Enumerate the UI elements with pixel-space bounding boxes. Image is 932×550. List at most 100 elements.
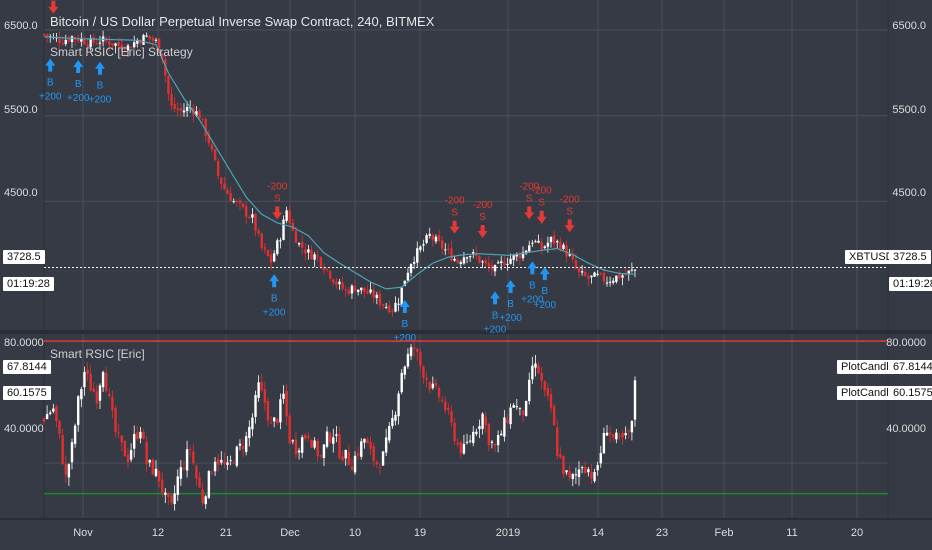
rsi-candle-body <box>543 381 546 391</box>
sell-amount: -200 <box>473 200 493 211</box>
rsi-candle-body <box>577 469 581 477</box>
current-price-badge-right: 3728.5 <box>889 250 931 264</box>
candle-body <box>182 110 186 113</box>
strategy-label[interactable]: Smart RSIC [Eric] Strategy <box>50 45 193 59</box>
candle-body <box>185 107 189 111</box>
rsi-candle-body <box>195 466 198 479</box>
rsi-candle-body <box>462 443 466 454</box>
candle-body <box>344 289 347 291</box>
rsi-candle-body <box>223 461 226 464</box>
candle-body <box>416 248 419 263</box>
candle-body <box>487 262 491 267</box>
candle-body <box>347 290 351 295</box>
rsi-candle-body <box>478 426 481 430</box>
candle-body <box>593 272 596 277</box>
rsi-candle-body <box>251 417 254 430</box>
candle-body <box>552 235 556 244</box>
candle-body <box>375 294 379 299</box>
rsi-candle-body <box>344 449 347 459</box>
rsi-candle-body <box>378 467 382 469</box>
candle-body <box>512 254 515 261</box>
candle-body <box>260 233 263 248</box>
rsi-candle-body <box>61 435 64 465</box>
candle-body <box>98 42 102 44</box>
candle-body <box>453 258 456 261</box>
rsi-candle-body <box>571 474 574 480</box>
indicator-label[interactable]: Smart RSIC [Eric] <box>50 347 145 361</box>
candle-body <box>282 219 285 240</box>
sell-label: S <box>479 212 486 223</box>
candle-body <box>108 41 111 45</box>
rsi-candle-body <box>440 399 444 401</box>
rsi-candle-body <box>531 365 534 380</box>
moving-average-line <box>43 36 636 290</box>
rsi-candle-body <box>313 440 316 448</box>
rsi-candle-body <box>108 394 111 397</box>
candle-body <box>440 240 444 249</box>
rsi-candle-body <box>633 380 637 420</box>
candle-body <box>384 306 388 308</box>
rsi-candle-body <box>584 466 587 474</box>
candle-body <box>580 271 584 273</box>
candle-body <box>136 40 139 44</box>
candle-body <box>89 38 92 47</box>
buy-amount: +200 <box>534 300 557 311</box>
candle-body <box>409 263 413 273</box>
candle-body <box>332 279 335 283</box>
candle-body <box>571 254 574 260</box>
candle-body <box>431 234 435 240</box>
buy-label: B <box>507 299 514 310</box>
countdown-badge-left: 01:19:28 <box>3 277 54 291</box>
buy-arrow-icon <box>94 61 105 75</box>
candle-body <box>369 289 372 293</box>
rsi-candle-body <box>111 397 114 411</box>
rsi-candle-body <box>493 443 497 446</box>
x-tick: 19 <box>413 527 427 539</box>
candle-body <box>490 265 494 270</box>
candle-body <box>92 37 95 43</box>
candle-body <box>484 260 487 264</box>
sell-arrow-icon <box>449 220 460 234</box>
rsi-candle-body <box>70 442 74 463</box>
candle-body <box>437 235 441 241</box>
rsi-candle-body <box>496 435 500 446</box>
candle-body <box>148 35 151 39</box>
candle-body <box>584 272 587 276</box>
sell-arrow-icon <box>524 206 535 220</box>
rsi-candle-body <box>322 444 326 458</box>
rsi-pane <box>44 335 888 518</box>
rsi-candle-body <box>450 411 453 423</box>
rsi-candle-body <box>580 467 584 469</box>
rsi-candle-body <box>304 434 307 439</box>
x-tick: 23 <box>655 527 669 539</box>
candle-body <box>164 59 167 76</box>
rsi-candle-body <box>372 446 375 461</box>
candle-body <box>493 265 497 272</box>
candle-body <box>266 249 270 257</box>
rsi-candle-body <box>556 427 559 457</box>
candle-body <box>335 281 338 285</box>
buy-amount: +200 <box>39 92 62 103</box>
rsi-candle-body <box>235 446 239 466</box>
candle-body <box>111 43 114 46</box>
candle-body <box>142 35 145 45</box>
candle-body <box>515 253 518 257</box>
candle-body <box>400 287 403 306</box>
candle-body <box>472 252 475 255</box>
candle-body <box>356 289 360 292</box>
rsi-candle-body <box>185 449 189 471</box>
buy-amount: +200 <box>394 333 417 344</box>
candle-body <box>587 276 590 279</box>
rsi-candle-body <box>114 407 117 433</box>
rsi-candle-body <box>64 464 67 475</box>
rsi-candle-body <box>593 471 596 482</box>
rsi-candle-body <box>133 433 136 449</box>
candle-body <box>500 261 503 263</box>
rsi-candle-body <box>524 400 528 417</box>
x-tick: Dec <box>280 527 300 539</box>
rsi-candle-body <box>164 492 167 495</box>
rsi-candle-body <box>201 489 204 504</box>
plot-candle-value: 67.8144 <box>889 360 932 374</box>
rsi-candle-body <box>552 406 556 426</box>
rsi-candle-body <box>605 432 609 436</box>
